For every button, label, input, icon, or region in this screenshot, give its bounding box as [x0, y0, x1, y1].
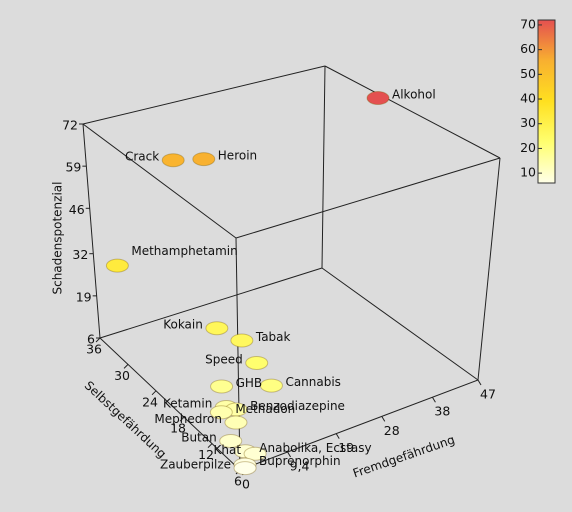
box-edge	[99, 267, 323, 339]
x-tick	[431, 396, 436, 403]
marker	[224, 415, 248, 430]
colorbar-tick-label: 50	[520, 66, 536, 81]
box-edge	[239, 379, 479, 471]
marker	[366, 91, 390, 106]
y-tick	[151, 390, 157, 396]
z-tick-label: 59	[65, 160, 81, 175]
colorbar	[537, 19, 556, 184]
y-tick	[95, 337, 101, 343]
y-tick-label: 30	[114, 368, 130, 383]
point-label: Mephedron	[154, 412, 222, 426]
point-label: Benzodiazepine	[250, 399, 345, 413]
z-tick-label: 72	[62, 118, 78, 133]
box-edge	[235, 237, 241, 471]
colorbar-tick-label: 60	[520, 41, 536, 56]
point-label: Crack	[125, 150, 159, 164]
marker	[259, 378, 283, 393]
point-label: Heroin	[218, 149, 257, 163]
point-label: Speed	[205, 352, 243, 366]
x-tick-label: 9,4	[290, 459, 310, 474]
marker	[205, 321, 229, 336]
colorbar-tick-label: 20	[520, 140, 536, 155]
point-label: Ketamin	[163, 397, 212, 411]
x-tick-label: 47	[480, 387, 496, 402]
x-tick-label: 38	[434, 404, 450, 419]
box-edge	[324, 65, 501, 159]
z-tick-label: 32	[72, 247, 88, 262]
colorbar-tick-label: 30	[520, 115, 536, 130]
point-label: Alkohol	[392, 88, 436, 102]
point-label: Buprenorphin	[259, 454, 341, 468]
box-edge	[477, 157, 501, 381]
x-tick	[335, 433, 340, 439]
marker	[245, 355, 269, 370]
point-label: Kokain	[163, 318, 203, 332]
x-tick-label: 19	[338, 440, 354, 455]
colorbar-tick-label: 10	[520, 165, 536, 180]
point-label: Zauberpilze	[160, 458, 231, 472]
x-tick	[477, 379, 482, 386]
x-tick-label: 28	[384, 423, 400, 438]
marker	[161, 153, 185, 168]
box-edge	[82, 65, 326, 125]
y-tick-label: 18	[170, 421, 186, 436]
marker	[230, 333, 254, 348]
colorbar-tick-label: 70	[520, 16, 536, 31]
z-tick-label: 19	[76, 289, 92, 304]
x-tick	[287, 451, 292, 458]
y-tick-label: 36	[86, 342, 102, 357]
x-tick-label: 0	[242, 477, 250, 492]
y-tick	[123, 364, 129, 369]
box-edge	[235, 157, 501, 239]
point-label: Anabolika, Ecstasy	[259, 441, 371, 455]
marker	[233, 461, 257, 476]
marker	[192, 152, 216, 167]
point-label: Butan	[181, 430, 217, 444]
box-edge	[82, 123, 237, 239]
y-tick-label: 24	[142, 394, 158, 409]
marker	[219, 433, 243, 448]
y-tick	[207, 443, 213, 448]
z-tick-label: 46	[69, 202, 85, 217]
point-label: Methamphetamin	[131, 244, 237, 258]
x-axis-label: Fremdgefährdung	[351, 433, 456, 481]
y-tick-label: 12	[198, 447, 214, 462]
marker	[210, 379, 234, 394]
box-edge	[82, 123, 101, 339]
marker	[209, 405, 233, 420]
marker	[105, 258, 129, 273]
y-tick	[179, 416, 185, 422]
point-label: Tabak	[255, 330, 291, 344]
point-label: GHB	[236, 376, 263, 390]
box-edge	[99, 337, 241, 471]
x-tick	[381, 416, 386, 422]
point-label: Cannabis	[285, 375, 341, 389]
point-label: Methadon	[235, 402, 295, 416]
y-tick-label: 6	[234, 474, 242, 489]
box-edge	[321, 65, 326, 269]
colorbar-tick-label: 40	[520, 91, 536, 106]
point-label: Khat	[214, 443, 242, 457]
marker	[243, 446, 267, 461]
z-tick-label: 6	[87, 332, 95, 347]
z-axis-label: Schadenspotenzial	[51, 181, 65, 294]
box-edge	[321, 267, 479, 381]
